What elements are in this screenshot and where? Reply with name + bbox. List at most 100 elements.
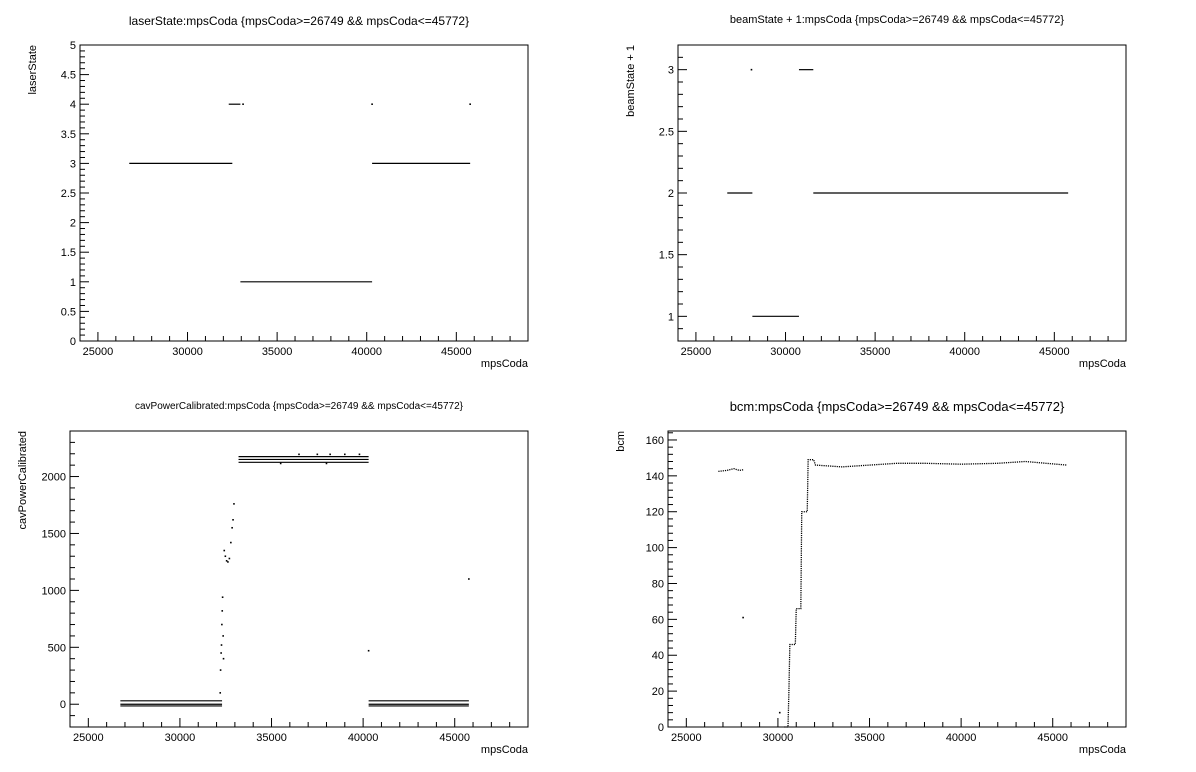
data-point <box>298 453 300 456</box>
y-tick-label: 2 <box>668 188 674 200</box>
x-axis-label: mpsCoda <box>481 744 529 756</box>
y-tick-label: 3 <box>70 158 76 170</box>
chart-bcm: bcm:mpsCoda {mpsCoda>=26749 && mpsCoda<=… <box>598 386 1196 772</box>
data-polyline <box>718 467 745 473</box>
plot-frame <box>667 430 1127 728</box>
x-tick-label: 35000 <box>860 346 891 358</box>
x-axis-label: mpsCoda <box>481 358 529 370</box>
plot-area: 25000 30000 35000 40000 45000 0 20 40 60 80 100 120… <box>615 430 1127 756</box>
y-tick-label: 4 <box>70 99 76 111</box>
data-point <box>220 652 222 654</box>
y-tick-label: 1.5 <box>61 247 76 259</box>
data-point <box>221 623 223 626</box>
data-point <box>228 557 231 560</box>
plot-frame <box>79 44 529 342</box>
x-tick-label: 45000 <box>441 346 472 358</box>
plot-area: 25000 30000 35000 40000 45000 0 0.5 1 1.5 2 2.5 3 3.… <box>27 40 529 370</box>
y-axis-label: laserState <box>27 45 39 95</box>
x-tick-label: 30000 <box>172 346 203 358</box>
chart-title: bcm:mpsCoda {mpsCoda>=26749 && mpsCoda<=… <box>729 399 1065 414</box>
y-tick-label: 2 <box>70 218 76 230</box>
data-point <box>219 692 222 694</box>
x-tick-label: 40000 <box>351 346 382 358</box>
y-tick-label: 5 <box>70 40 76 52</box>
data-point <box>233 503 235 505</box>
data-point <box>224 555 227 558</box>
data-point <box>778 711 781 714</box>
y-axis-label: cavPowerCalibrated <box>17 431 29 529</box>
x-tick-label: 25000 <box>73 732 104 744</box>
y-tick-label: 1500 <box>42 528 66 540</box>
data-point <box>221 596 224 599</box>
chart-laserstate: laserState:mpsCoda {mpsCoda>=26749 && mp… <box>0 0 598 386</box>
data-point <box>225 559 228 562</box>
x-tick-label: 30000 <box>770 346 801 358</box>
chart-title: laserState:mpsCoda {mpsCoda>=26749 && mp… <box>128 14 470 28</box>
data-point <box>316 453 319 456</box>
y-tick-label: 20 <box>652 686 664 698</box>
x-tick-label: 35000 <box>262 346 293 358</box>
x-tick-label: 25000 <box>671 732 702 744</box>
x-tick-label: 35000 <box>854 732 885 744</box>
y-tick-label: 60 <box>652 614 664 626</box>
data-point <box>222 657 225 660</box>
x-tick-label: 30000 <box>165 732 196 744</box>
data-point <box>219 669 222 671</box>
chart-cavpowercalibrated: cavPowerCalibrated:mpsCoda {mpsCoda>=267… <box>0 386 598 772</box>
y-tick-label: 100 <box>646 543 664 555</box>
data-point <box>468 578 470 580</box>
data-point <box>232 519 234 521</box>
y-tick-label: 1 <box>70 277 76 289</box>
x-tick-label: 45000 <box>439 732 470 744</box>
y-axis-label: bcm <box>615 431 627 452</box>
y-tick-label: 4.5 <box>61 70 76 82</box>
data-point <box>230 541 232 544</box>
chart-beamstate: beamState + 1:mpsCoda {mpsCoda>=26749 &&… <box>598 0 1196 386</box>
x-tick-label: 40000 <box>946 732 977 744</box>
y-tick-label: 2.5 <box>659 126 674 138</box>
plot-frame <box>69 430 529 728</box>
chart-title: cavPowerCalibrated:mpsCoda {mpsCoda>=267… <box>135 401 463 412</box>
y-tick-label: 40 <box>652 650 664 662</box>
data-point <box>469 103 471 105</box>
y-tick-label: 80 <box>652 578 664 590</box>
y-tick-label: 3 <box>668 65 674 77</box>
data-point <box>367 649 370 652</box>
y-tick-label: 3.5 <box>61 129 76 141</box>
data-point <box>222 635 224 637</box>
x-axis-label: mpsCoda <box>1079 744 1127 756</box>
y-tick-label: 0.5 <box>61 306 76 318</box>
x-tick-label: 45000 <box>1037 732 1068 744</box>
x-tick-label: 40000 <box>949 346 980 358</box>
y-tick-label: 500 <box>48 642 66 654</box>
data-point <box>750 68 753 71</box>
y-tick-label: 2000 <box>42 472 66 484</box>
chart-title: beamState + 1:mpsCoda {mpsCoda>=26749 &&… <box>729 14 1065 26</box>
x-tick-label: 40000 <box>348 732 379 744</box>
data-point <box>279 462 282 465</box>
y-axis-label: beamState + 1 <box>625 45 637 117</box>
y-tick-label: 0 <box>60 699 66 711</box>
y-tick-label: 1 <box>668 311 674 323</box>
x-axis-label: mpsCoda <box>1079 358 1127 370</box>
y-tick-label: 140 <box>646 471 664 483</box>
data-point <box>742 616 744 619</box>
data-point <box>227 561 229 563</box>
data-point <box>371 103 373 105</box>
plot-area: 25000 30000 35000 40000 45000 1 1.5 2 2.5 3 mpsCod… <box>625 44 1127 370</box>
data-point <box>329 453 331 456</box>
data-point <box>221 610 224 612</box>
x-tick-label: 35000 <box>256 732 287 744</box>
data-point <box>325 462 328 465</box>
y-tick-label: 1.5 <box>659 250 674 262</box>
y-tick-label: 0 <box>658 722 664 734</box>
x-tick-label: 45000 <box>1039 346 1070 358</box>
x-tick-label: 30000 <box>763 732 794 744</box>
y-tick-label: 120 <box>646 507 664 519</box>
x-tick-label: 25000 <box>83 346 114 358</box>
data-point <box>242 103 244 105</box>
plot-area: 25000 30000 35000 40000 45000 0 500 1000 1500 200… <box>17 430 529 756</box>
data-point <box>344 453 346 456</box>
y-tick-label: 1000 <box>42 585 66 597</box>
data-polyline <box>784 459 1067 728</box>
